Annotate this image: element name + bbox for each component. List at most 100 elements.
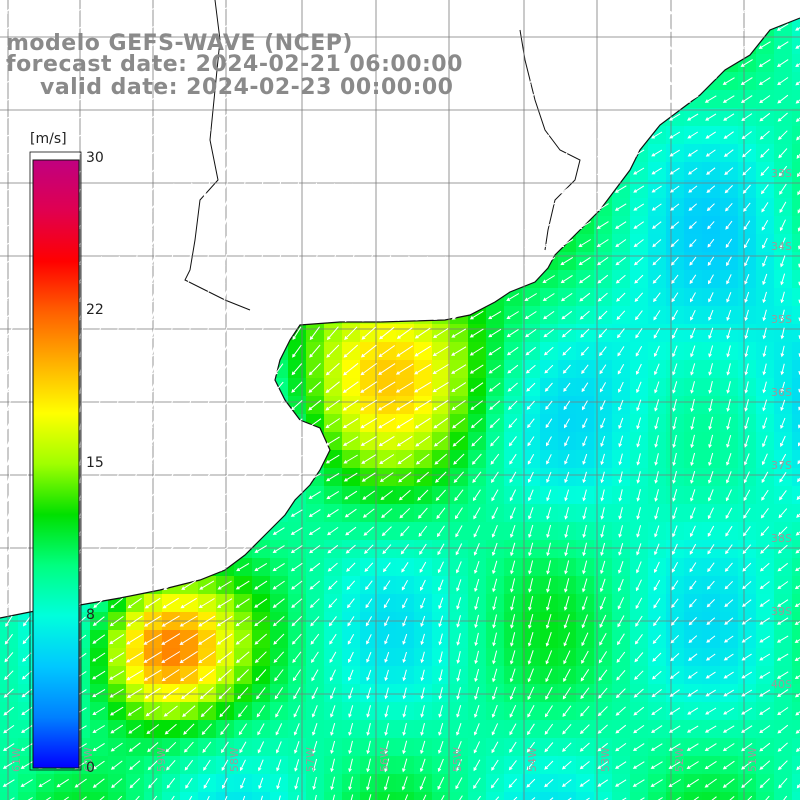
lat-label: 34S bbox=[771, 240, 792, 253]
wind-arrow bbox=[654, 435, 659, 448]
wind-arrow bbox=[634, 292, 644, 302]
wind-arrow bbox=[3, 724, 15, 734]
wind-arrow bbox=[451, 382, 467, 392]
wind-arrow bbox=[294, 777, 299, 790]
wind-arrow bbox=[366, 147, 371, 160]
wind-arrow bbox=[185, 200, 193, 215]
wind-arrow bbox=[311, 272, 319, 287]
wind-arrow bbox=[668, 76, 681, 86]
wind-arrow bbox=[506, 293, 520, 302]
wind-arrow bbox=[742, 544, 752, 555]
wind-arrow bbox=[238, 58, 248, 68]
wind-arrow bbox=[92, 616, 105, 626]
wind-arrow bbox=[21, 149, 33, 157]
wind-arrow bbox=[618, 453, 623, 466]
wind-arrow bbox=[581, 400, 588, 411]
wind-arrow bbox=[491, 542, 498, 556]
wind-arrow bbox=[382, 544, 392, 555]
wind-arrow bbox=[347, 38, 355, 53]
wind-arrow bbox=[108, 652, 125, 662]
speed-cell bbox=[738, 792, 756, 800]
wind-arrow bbox=[651, 185, 662, 193]
wind-arrow bbox=[257, 93, 265, 106]
wind-arrow bbox=[510, 542, 516, 557]
wind-arrow bbox=[293, 272, 301, 287]
wind-arrow bbox=[384, 129, 389, 142]
wind-arrow bbox=[474, 650, 479, 665]
wind-arrow bbox=[671, 274, 679, 284]
wind-arrow bbox=[671, 310, 679, 321]
wind-arrow bbox=[671, 327, 678, 339]
wind-arrow bbox=[312, 146, 317, 161]
wind-arrow bbox=[362, 308, 376, 322]
wind-arrow bbox=[273, 473, 285, 481]
wind-arrow bbox=[165, 5, 177, 13]
wind-arrow bbox=[510, 524, 516, 538]
wind-arrow bbox=[578, 256, 591, 266]
wind-arrow bbox=[776, 23, 789, 31]
wind-arrow bbox=[4, 633, 13, 645]
wind-arrow bbox=[780, 381, 785, 394]
wind-arrow bbox=[669, 167, 680, 175]
speed-cell bbox=[792, 198, 800, 216]
wind-arrow bbox=[4, 21, 14, 33]
wind-arrow bbox=[418, 237, 428, 249]
wind-arrow bbox=[109, 706, 124, 716]
wind-arrow bbox=[668, 95, 681, 103]
wind-arrow bbox=[545, 418, 553, 429]
speed-cell bbox=[792, 486, 800, 504]
wind-arrow bbox=[222, 345, 228, 358]
wind-arrow bbox=[759, 760, 771, 770]
speed-cell bbox=[792, 342, 800, 360]
wind-arrow bbox=[6, 416, 12, 431]
wind-arrow bbox=[651, 76, 663, 86]
wind-arrow bbox=[383, 776, 390, 791]
wind-arrow bbox=[653, 327, 661, 339]
wind-arrow bbox=[290, 509, 303, 517]
wind-arrow bbox=[260, 795, 263, 800]
wind-arrow bbox=[488, 328, 502, 338]
wind-arrow bbox=[380, 291, 393, 304]
wind-arrow bbox=[132, 326, 137, 341]
wind-arrow bbox=[273, 455, 285, 464]
speed-cell bbox=[504, 792, 522, 800]
wind-arrow bbox=[742, 166, 752, 176]
wind-arrow bbox=[113, 489, 121, 502]
wind-arrow bbox=[635, 363, 642, 375]
wind-arrow bbox=[296, 795, 299, 800]
wind-arrow bbox=[690, 470, 696, 484]
wind-arrow bbox=[3, 221, 15, 229]
wind-arrow bbox=[454, 507, 463, 520]
wind-arrow bbox=[722, 725, 735, 733]
wind-arrow bbox=[543, 148, 555, 159]
wind-arrow bbox=[95, 434, 102, 449]
wind-arrow bbox=[579, 292, 591, 302]
wind-arrow bbox=[437, 561, 444, 574]
wind-arrow bbox=[563, 382, 571, 392]
wind-arrow bbox=[150, 362, 155, 377]
wind-arrow bbox=[474, 20, 479, 34]
wind-arrow bbox=[240, 777, 246, 790]
wind-arrow bbox=[543, 310, 555, 320]
wind-arrow bbox=[724, 617, 734, 625]
wind-arrow bbox=[221, 164, 229, 179]
wind-arrow bbox=[365, 2, 373, 17]
wind-arrow bbox=[438, 705, 443, 718]
wind-arrow bbox=[669, 149, 680, 157]
wind-arrow bbox=[686, 77, 699, 85]
wind-arrow bbox=[762, 345, 767, 358]
speed-cell bbox=[252, 792, 270, 800]
wind-arrow bbox=[294, 110, 300, 124]
wind-arrow bbox=[110, 4, 123, 14]
wind-arrow bbox=[561, 328, 572, 338]
wind-arrow bbox=[256, 400, 266, 411]
wind-arrow bbox=[438, 579, 444, 592]
wind-arrow bbox=[614, 131, 627, 139]
wind-arrow bbox=[240, 272, 246, 287]
wind-arrow bbox=[166, 165, 176, 178]
wind-arrow bbox=[276, 759, 282, 772]
speed-cell bbox=[126, 792, 144, 800]
wind-arrow bbox=[364, 255, 374, 268]
wind-arrow bbox=[20, 779, 33, 787]
wind-arrow bbox=[726, 363, 731, 376]
